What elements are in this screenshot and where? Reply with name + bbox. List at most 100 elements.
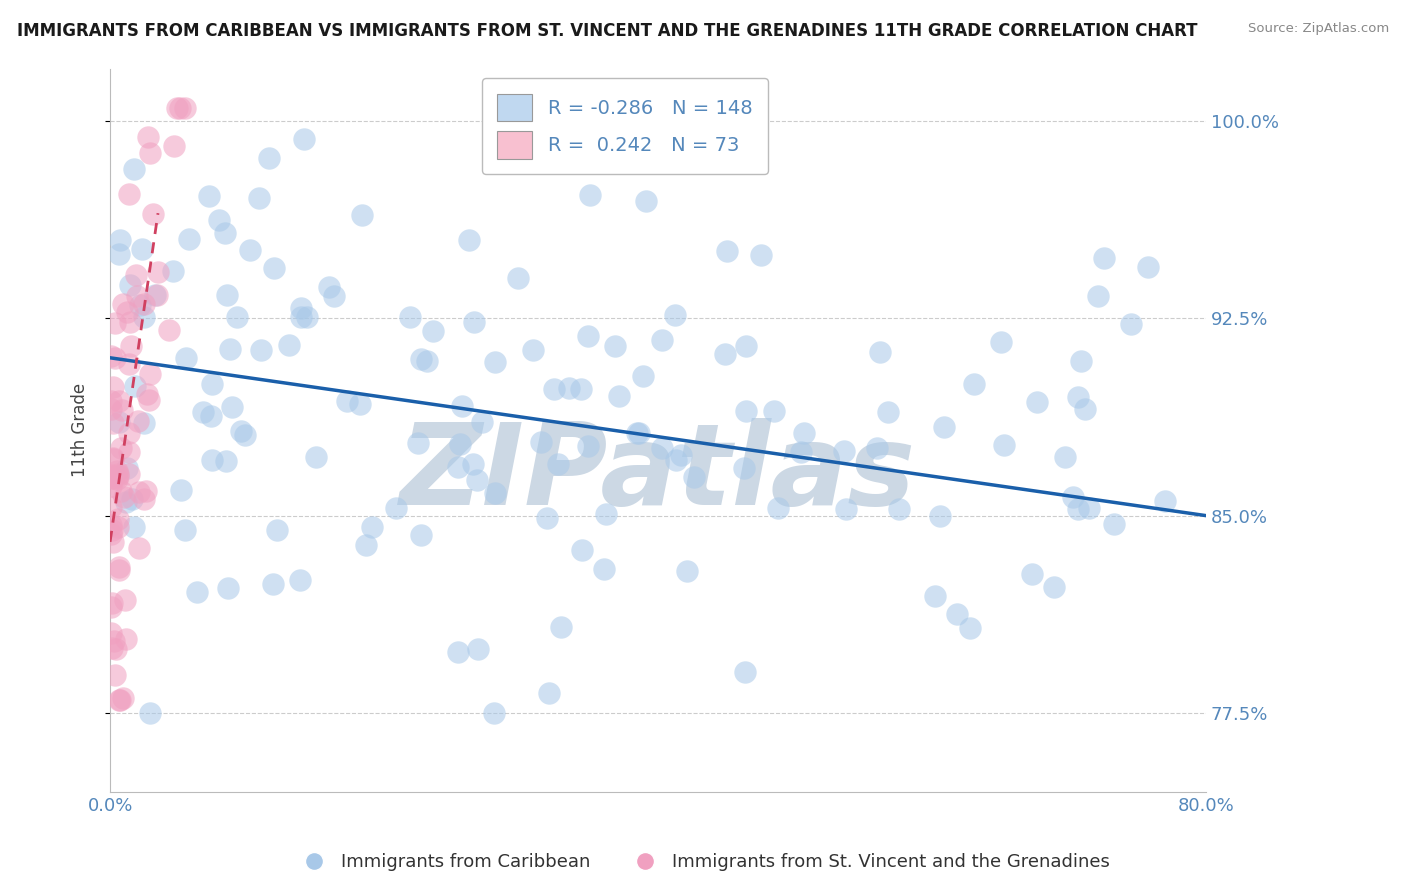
Point	[143, 287, 166, 301]
Point	[869, 345, 891, 359]
Point	[121, 491, 143, 506]
Point	[928, 509, 950, 524]
Point	[716, 244, 738, 258]
Point	[571, 542, 593, 557]
Point	[104, 316, 127, 330]
Text: IMMIGRANTS FROM CARIBBEAN VS IMMIGRANTS FROM ST. VINCENT AND THE GRENADINES 11TH: IMMIGRANTS FROM CARIBBEAN VS IMMIGRANTS …	[17, 22, 1198, 40]
Point	[105, 464, 128, 478]
Point	[135, 484, 157, 499]
Point	[162, 263, 184, 277]
Point	[134, 416, 156, 430]
Point	[108, 393, 131, 408]
Point	[422, 324, 444, 338]
Point	[626, 426, 648, 441]
Point	[120, 339, 142, 353]
Point	[218, 343, 240, 357]
Point	[1021, 567, 1043, 582]
Point	[1053, 450, 1076, 464]
Point	[578, 188, 600, 202]
Point	[924, 589, 946, 603]
Point	[250, 343, 273, 357]
Point	[104, 351, 127, 365]
Point	[118, 445, 141, 459]
Point	[215, 288, 238, 302]
Point	[104, 642, 127, 657]
Point	[411, 528, 433, 542]
Point	[605, 339, 627, 353]
Point	[465, 474, 488, 488]
Point	[1042, 580, 1064, 594]
Point	[463, 314, 485, 328]
Point	[125, 268, 148, 282]
Point	[115, 461, 138, 475]
Point	[173, 101, 195, 115]
Point	[651, 441, 673, 455]
Point	[138, 393, 160, 408]
Point	[385, 501, 408, 516]
Point	[101, 640, 124, 655]
Point	[201, 453, 224, 467]
Point	[110, 484, 132, 499]
Point	[100, 394, 122, 409]
Point	[214, 454, 236, 468]
Point	[118, 187, 141, 202]
Point	[832, 443, 855, 458]
Point	[100, 401, 122, 416]
Point	[100, 626, 122, 640]
Point	[277, 338, 299, 352]
Point	[233, 428, 256, 442]
Point	[664, 308, 686, 322]
Point	[100, 600, 122, 615]
Point	[290, 310, 312, 325]
Point	[411, 352, 433, 367]
Point	[110, 403, 132, 417]
Point	[169, 101, 191, 115]
Point	[124, 379, 146, 393]
Point	[226, 310, 249, 325]
Point	[114, 593, 136, 607]
Point	[399, 310, 422, 324]
Point	[110, 692, 132, 706]
Point	[1070, 354, 1092, 368]
Point	[543, 382, 565, 396]
Point	[463, 457, 485, 471]
Point	[458, 233, 481, 247]
Point	[217, 581, 239, 595]
Point	[101, 451, 124, 466]
Point	[157, 322, 180, 336]
Point	[467, 642, 489, 657]
Point	[108, 415, 131, 429]
Point	[318, 279, 340, 293]
Point	[595, 507, 617, 521]
Point	[793, 425, 815, 440]
Point	[101, 471, 124, 485]
Point	[139, 368, 162, 382]
Point	[120, 315, 142, 329]
Point	[122, 519, 145, 533]
Point	[1078, 500, 1101, 515]
Point	[108, 246, 131, 260]
Point	[415, 354, 437, 368]
Point	[576, 329, 599, 343]
Point	[214, 226, 236, 240]
Point	[200, 409, 222, 423]
Point	[122, 161, 145, 176]
Point	[1119, 317, 1142, 331]
Point	[148, 265, 170, 279]
Point	[959, 621, 981, 635]
Point	[107, 519, 129, 533]
Point	[100, 479, 122, 493]
Point	[887, 501, 910, 516]
Point	[139, 146, 162, 161]
Point	[201, 376, 224, 391]
Point	[484, 485, 506, 500]
Point	[558, 381, 581, 395]
Point	[118, 357, 141, 371]
Point	[100, 527, 122, 541]
Point	[446, 645, 468, 659]
Point	[484, 354, 506, 368]
Point	[349, 397, 371, 411]
Point	[734, 339, 756, 353]
Point	[100, 467, 122, 482]
Point	[100, 517, 122, 532]
